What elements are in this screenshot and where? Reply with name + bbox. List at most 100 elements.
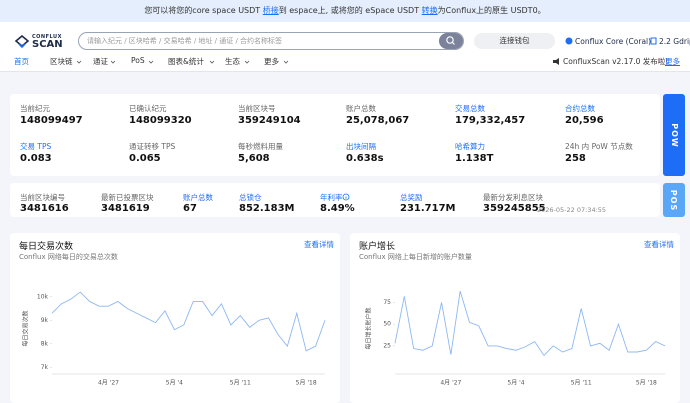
search-button[interactable] (439, 33, 463, 49)
stat-value: 3481619 (101, 203, 150, 214)
stat-value: 0.065 (129, 153, 161, 164)
gas-icon (650, 37, 657, 45)
pos-card (10, 183, 660, 217)
search-input[interactable]: 请输入纪元 / 区块哈希 / 交易哈希 / 地址 / 通证 / 合约名称标签 (78, 32, 464, 50)
connect-wallet-button[interactable]: 连接钱包 (474, 33, 555, 49)
y-tick-label: 25 (383, 342, 391, 349)
logo-bottom[interactable]: SCAN (32, 39, 63, 50)
line-chart: 每日交易次数 7k 8k 9k 10k 4月 '27 5月 '4 5月 '11 5月 '18 (22, 291, 326, 387)
y-tick-label: 75 (383, 299, 391, 306)
gas-price: 2.2 Gdrip (659, 37, 690, 46)
nav-item[interactable]: 通证 (93, 57, 108, 66)
chart-card (10, 233, 340, 403)
stat-value: 148099497 (20, 115, 83, 126)
nav-item[interactable]: 首页 (14, 57, 29, 66)
stat-value: 1.138T (455, 153, 494, 164)
stat-value: 3481616 (20, 203, 69, 214)
stat-label: 当前区块编号 (20, 193, 65, 202)
y-tick-label: 7k (41, 364, 49, 371)
stat-label: 当前区块号 (238, 104, 276, 113)
x-tick-label: 4月 '27 (440, 380, 461, 387)
stat-value: 852.183M (239, 203, 295, 214)
nav-item[interactable]: PoS (131, 56, 145, 65)
stat-value: 231.717M (400, 203, 456, 214)
y-axis-label: 每日交易次数 (22, 310, 30, 346)
info-icon[interactable] (342, 193, 350, 201)
bridge-link[interactable]: 桥接 (262, 6, 279, 15)
x-tick-label: 4月 '27 (98, 380, 119, 387)
stat-label: 每秒燃料用量 (238, 142, 283, 151)
convert-link[interactable]: 转换 (421, 6, 438, 15)
x-tick-label: 5月 '18 (636, 380, 657, 387)
stat-value: 20,596 (565, 115, 604, 126)
banner-text: 到 espace上, 或将您的 eSpace USDT (278, 6, 422, 15)
stat-value: 179,332,457 (455, 115, 526, 126)
stat-value: 0.638s (346, 153, 384, 164)
pos-tab-label: POS (669, 189, 679, 211)
stat-label[interactable]: 总锁仓 (239, 193, 262, 202)
y-tick-label: 9k (41, 317, 49, 324)
stat-label[interactable]: 出块间隔 (346, 142, 376, 151)
chart-detail-link[interactable]: 查看详情 (644, 240, 674, 249)
announcement-more[interactable]: 更多 (665, 57, 680, 66)
stat-value: 359249104 (238, 115, 301, 126)
nav-item[interactable]: 图表&统计 (168, 57, 204, 66)
data-line (394, 290, 666, 357)
stat-label: 最新已投票区块 (101, 193, 154, 202)
x-tick-label: 5月 '11 (571, 380, 592, 387)
pow-card (10, 94, 660, 176)
pow-tab[interactable]: POW (663, 94, 685, 176)
stat-label[interactable]: 交易 TPS (20, 142, 52, 151)
stat-time: 2026-05-22 07:34:55 (537, 206, 607, 214)
nav-item[interactable]: 区块链 (50, 57, 73, 66)
stat-value: 25,078,067 (346, 115, 410, 126)
stat-value: 0.083 (20, 153, 52, 164)
announcement-text[interactable]: ConfluxScan v2.17.0 发布啦! (563, 57, 669, 66)
data-line (51, 291, 326, 352)
x-tick-label: 5月 '4 (166, 380, 183, 387)
stat-value: 8.49% (320, 203, 355, 214)
stat-label: 已确认纪元 (129, 104, 167, 113)
stat-label[interactable]: 账户总数 (183, 193, 213, 202)
stat-label[interactable]: 总奖励 (400, 193, 423, 202)
network-icon (565, 37, 573, 45)
chart-detail-link[interactable]: 查看详情 (304, 240, 334, 249)
network-selector[interactable]: Conflux Core (Coral) (575, 37, 652, 46)
stat-label: 通证转移 TPS (129, 142, 176, 151)
stat-label: 24h 内 PoW 节点数 (565, 142, 633, 151)
stat-label[interactable]: 合约总数 (565, 104, 595, 113)
nav-carets (76, 60, 289, 64)
stat-label[interactable]: 年利率 (320, 193, 343, 202)
nav-item[interactable]: 更多 (264, 57, 279, 66)
stat-value: 5,608 (238, 153, 270, 164)
announcement-icon (553, 58, 559, 65)
stat-label: 当前纪元 (20, 104, 50, 113)
line-chart: 每日增长账户数 25 50 75 4月 '27 5月 '4 5月 '11 5月 '18 (365, 290, 666, 387)
pow-tab-label: POW (669, 122, 679, 148)
nav-item[interactable]: 生态 (225, 57, 240, 66)
stat-value: 359245855 (483, 203, 546, 214)
stat-value: 258 (565, 153, 586, 164)
pos-tab[interactable]: POS (663, 183, 685, 217)
x-tick-label: 5月 '18 (296, 380, 317, 387)
logo-top[interactable]: CONFLUX (32, 34, 62, 40)
stat-value: 67 (183, 203, 197, 214)
y-tick-label: 8k (41, 340, 49, 347)
chart-subtitle: Conflux 网络上每日新增的账户数量 (359, 253, 472, 261)
stat-value: 148099320 (129, 115, 192, 126)
logo-icon[interactable] (14, 35, 30, 49)
stat-label[interactable]: 哈希算力 (455, 142, 485, 151)
chart-subtitle: Conflux 网络每日的交易总次数 (19, 253, 118, 261)
stat-label[interactable]: 交易总数 (455, 104, 485, 113)
y-axis-label: 每日增长账户数 (365, 307, 373, 349)
announcement-banner: 您可以将您的core space USDT 桥接到 espace上, 或将您的 … (0, 0, 690, 22)
x-tick-label: 5月 '4 (507, 380, 524, 387)
chart-title: 每日交易次数 (19, 242, 74, 252)
chart-card (350, 233, 680, 403)
stat-label: 账户总数 (346, 104, 376, 113)
stat-label: 最新分发利息区块 (483, 193, 543, 202)
y-tick-label: 50 (383, 321, 391, 328)
y-tick-label: 10k (37, 293, 49, 300)
